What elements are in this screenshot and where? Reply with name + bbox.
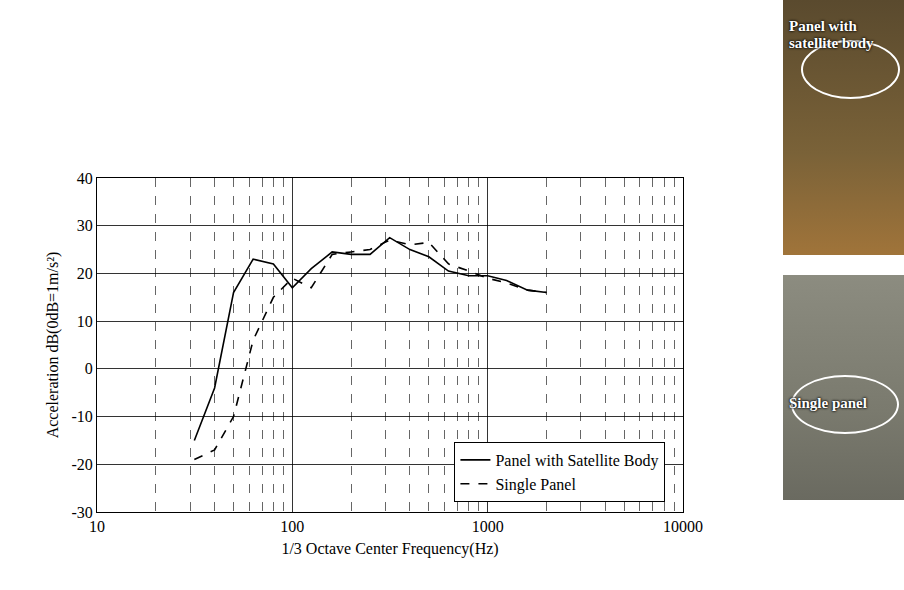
svg-text:10: 10 bbox=[77, 313, 93, 330]
svg-text:40: 40 bbox=[77, 170, 93, 187]
svg-text:20: 20 bbox=[77, 265, 93, 282]
html-text:Panel with satellite body: Panel with satellite body bbox=[789, 18, 874, 51]
svg-text:1/3 Octave Center Frequency(Hz: 1/3 Octave Center Frequency(Hz) bbox=[281, 540, 498, 558]
svg-text:1000: 1000 bbox=[472, 518, 504, 535]
svg-text:-10: -10 bbox=[71, 408, 92, 425]
html-text:Single panel: Single panel bbox=[789, 395, 867, 411]
svg-text:Acceleration dB(0dB=1m/s²): Acceleration dB(0dB=1m/s²) bbox=[44, 252, 62, 439]
svg-text:-20: -20 bbox=[71, 456, 92, 473]
svg-text:Single Panel: Single Panel bbox=[495, 476, 576, 494]
svg-text:0: 0 bbox=[85, 360, 93, 377]
svg-text:-30: -30 bbox=[71, 504, 92, 521]
svg-text:100: 100 bbox=[280, 518, 304, 535]
svg-text:10: 10 bbox=[89, 518, 105, 535]
svg-text:10000: 10000 bbox=[663, 518, 703, 535]
svg-text:30: 30 bbox=[77, 217, 93, 234]
svg-text:Panel with Satellite Body: Panel with Satellite Body bbox=[495, 452, 658, 470]
